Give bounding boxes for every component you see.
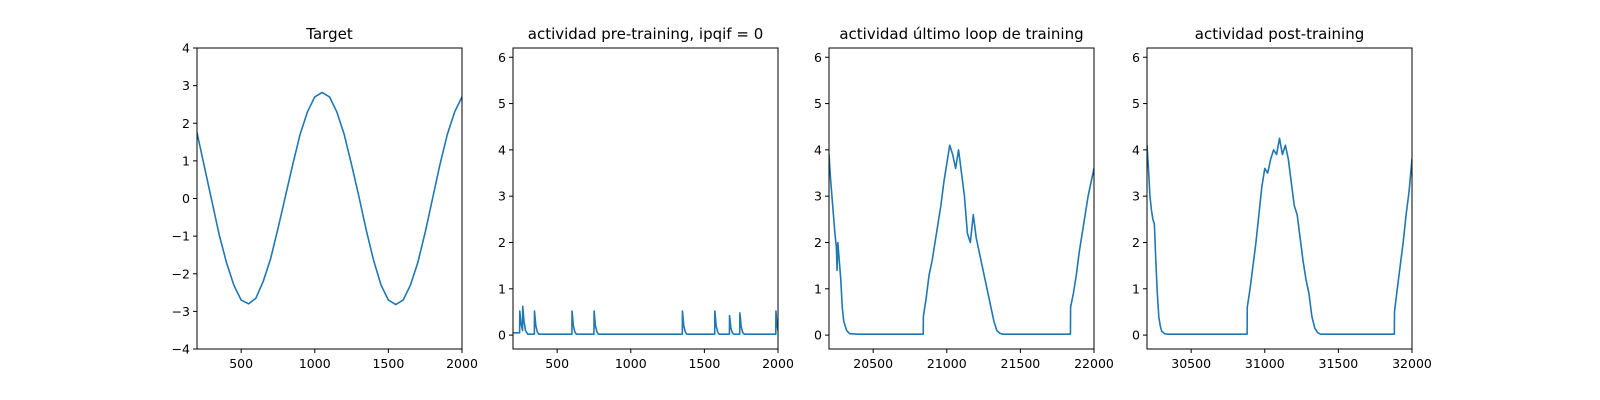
y-tick-label: 1	[1132, 281, 1140, 296]
y-tick-label: 2	[498, 235, 506, 250]
subplot-title: actividad post-training	[1195, 25, 1364, 43]
x-tick-label: 20500	[853, 356, 893, 371]
y-tick-label: 0	[182, 191, 190, 206]
axes-frame	[512, 47, 779, 350]
x-tick-label: 32000	[1392, 356, 1432, 371]
y-tick-label: 2	[182, 116, 190, 131]
y-tick-label: 6	[498, 50, 506, 65]
subplot-1: 500 1000 1500 2000 −4 −3 −2 −1 0 1 2 3 4 Target	[172, 25, 478, 371]
x-tick-label: 21000	[927, 356, 967, 371]
y-tick-label: 3	[498, 189, 506, 204]
subplot-2: 500 1000 1500 2000 0 1 2 3 4 5 6 actividad pre-trai…	[498, 25, 794, 371]
series-line-1	[197, 91, 462, 306]
series-line-1	[1147, 137, 1412, 335]
y-tick-label: 1	[182, 153, 190, 168]
x-tick-label: 31500	[1319, 356, 1359, 371]
x-tick-label: 21500	[1001, 356, 1041, 371]
y-tick-label: 3	[182, 78, 190, 93]
x-tick-label: 22000	[1074, 356, 1114, 371]
y-tick-label: 2	[814, 235, 822, 250]
y-tick-label: 5	[498, 96, 506, 111]
y-tick-label: −4	[172, 342, 190, 357]
y-tick-label: 5	[814, 96, 822, 111]
x-tick-label: 31000	[1245, 356, 1285, 371]
x-tick-label: 1500	[688, 356, 720, 371]
x-tick-label: 2000	[446, 356, 478, 371]
x-tick-label: 30500	[1171, 356, 1211, 371]
y-tick-label: 6	[1132, 50, 1140, 65]
y-tick-label: 0	[814, 328, 822, 343]
axes-frame	[1146, 47, 1413, 350]
y-tick-label: −1	[172, 229, 190, 244]
x-tick-label: 2000	[762, 356, 794, 371]
y-tick-label: 0	[498, 328, 506, 343]
y-tick-label: −3	[172, 304, 190, 319]
y-tick-label: 4	[182, 41, 190, 56]
y-tick-label: 2	[1132, 235, 1140, 250]
y-tick-label: 3	[1132, 189, 1140, 204]
y-tick-label: 3	[814, 189, 822, 204]
x-tick-label: 1500	[372, 356, 404, 371]
x-tick-label: 500	[545, 356, 569, 371]
x-tick-label: 500	[229, 356, 253, 371]
subplot-4: 30500 31000 31500 32000 0 1 2 3 4 5 6 actividad pos…	[1132, 25, 1432, 371]
x-tick-label: 1000	[299, 356, 331, 371]
y-tick-label: 6	[814, 50, 822, 65]
y-tick-label: 4	[814, 142, 822, 157]
y-tick-label: 4	[498, 142, 506, 157]
x-tick-label: 1000	[615, 356, 647, 371]
y-tick-label: 4	[1132, 142, 1140, 157]
series-line-1	[829, 144, 1094, 335]
y-tick-label: 1	[814, 281, 822, 296]
series-line-1	[513, 305, 778, 335]
subplot-title: actividad último loop de training	[839, 25, 1083, 43]
axes-frame	[828, 47, 1095, 350]
axes-frame	[196, 47, 463, 350]
y-tick-label: 1	[498, 281, 506, 296]
subplot-title: Target	[305, 25, 353, 43]
y-tick-label: −2	[172, 266, 190, 281]
y-tick-label: 5	[1132, 96, 1140, 111]
subplot-title: actividad pre-training, ipqif = 0	[528, 25, 764, 43]
subplot-3: 20500 21000 21500 22000 0 1 2 3 4 5 6 actividad últ…	[814, 25, 1114, 371]
y-tick-label: 0	[1132, 328, 1140, 343]
